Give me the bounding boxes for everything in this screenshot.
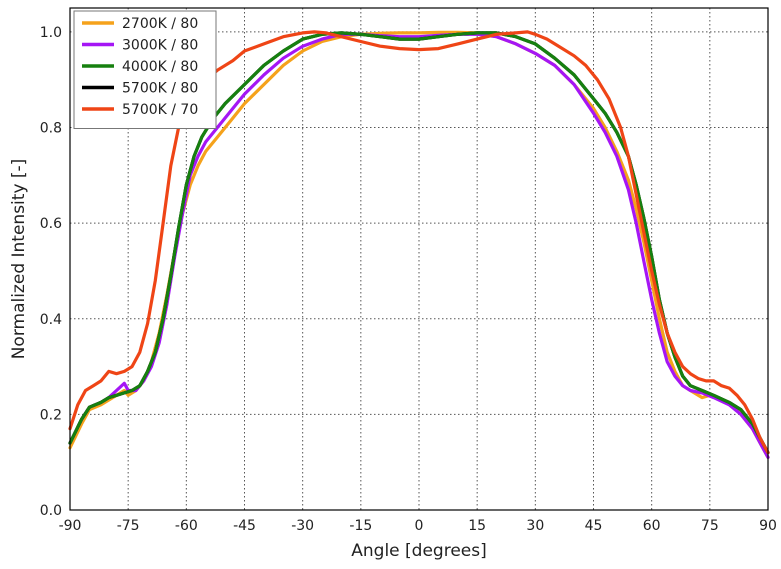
x-tick-label: 15: [468, 518, 486, 534]
x-tick-label: -60: [175, 518, 198, 534]
x-tick-label: 45: [585, 518, 603, 534]
legend-label: 3000K / 80: [122, 38, 198, 54]
x-tick-label: 0: [415, 518, 424, 534]
x-tick-labels: -90 -75 -60 -45 -30 -15 0 15 30 45 60 75 90: [59, 518, 777, 534]
x-tick-label: 90: [759, 518, 777, 534]
x-tick-label: -75: [117, 518, 140, 534]
x-axis-label: Angle [degrees]: [351, 541, 486, 561]
y-tick-label: 1.0: [40, 25, 62, 41]
legend-label: 5700K / 70: [122, 102, 198, 118]
y-tick-label: 0.6: [40, 216, 62, 232]
series-line-4: [68, 30, 770, 455]
legend-label: 2700K / 80: [122, 16, 198, 32]
y-tick-label: 0.4: [40, 312, 62, 328]
x-tick-label: 60: [643, 518, 661, 534]
x-tick-label: -90: [59, 518, 82, 534]
y-tick-label: 0.2: [40, 407, 62, 423]
legend: 2700K / 80 3000K / 80 4000K / 80 5700K / 80…: [73, 10, 217, 129]
x-tick-label: -30: [291, 518, 314, 534]
y-tick-label: 0.0: [40, 503, 62, 519]
legend-label: 4000K / 80: [122, 59, 198, 75]
x-tick-label: -15: [349, 518, 372, 534]
x-tick-label: 30: [526, 518, 544, 534]
y-axis-label: Normalized Intensity [-]: [9, 159, 29, 360]
x-tick-label: -45: [233, 518, 256, 534]
series-layer: [68, 30, 770, 459]
y-tick-label: 0.8: [40, 121, 62, 137]
y-tick-labels: 0.0 0.2 0.4 0.6 0.8 1.0: [40, 25, 62, 519]
plot-frame: [69, 7, 769, 511]
x-tick-label: 75: [701, 518, 719, 534]
legend-label: 5700K / 80: [122, 81, 198, 97]
